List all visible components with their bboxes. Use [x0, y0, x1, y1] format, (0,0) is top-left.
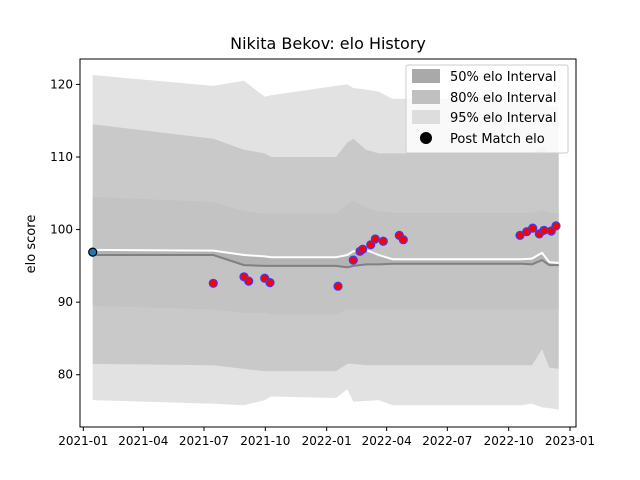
y-tick-label: 120 — [50, 77, 73, 91]
x-tick-label: 2022-01 — [302, 434, 352, 448]
legend-swatch-80 — [412, 90, 440, 104]
x-tick-label: 2023-01 — [545, 434, 595, 448]
legend-marker-post-match — [420, 132, 432, 144]
plot-area — [88, 75, 561, 410]
x-tick-label: 2022-04 — [362, 434, 412, 448]
y-tick-label: 80 — [58, 368, 73, 382]
legend-label-95: 95% elo Interval — [450, 111, 557, 126]
legend-swatch-95 — [412, 110, 440, 124]
x-tick-label: 2021-07 — [179, 434, 229, 448]
legend-label-50: 50% elo Interval — [450, 70, 557, 85]
legend-frame — [405, 64, 569, 154]
y-tick-label: 110 — [50, 150, 73, 164]
x-tick-label: 2021-04 — [118, 434, 168, 448]
post-match-elo-point — [358, 244, 368, 254]
post-match-elo-point — [551, 221, 561, 231]
x-tick-label: 2022-10 — [484, 434, 534, 448]
post-match-elo-point — [208, 278, 218, 288]
y-axis-label: elo score — [24, 215, 39, 274]
axes-frame — [79, 58, 577, 428]
post-match-elo-point — [348, 255, 358, 265]
post-match-elo-point — [265, 278, 275, 288]
legend-label-post-match: Post Match elo — [450, 132, 545, 147]
mean-elo-line — [92, 254, 559, 269]
axes: 2021-01 2021-04 2021-07 2021-10 2022-01 2022-… — [50, 58, 595, 448]
x-tick-label: 2021-01 — [58, 434, 108, 448]
post-match-elo-point — [88, 247, 98, 257]
post-match-elo-point — [244, 276, 254, 286]
legend-swatch-50 — [412, 69, 440, 83]
post-match-elo-point — [333, 281, 343, 291]
post-match-elo-point — [378, 236, 388, 246]
y-tick-label: 100 — [50, 223, 73, 237]
post-match-elo-point — [366, 240, 376, 250]
x-tick-label: 2021-10 — [240, 434, 290, 448]
chart-title: Nikita Bekov: elo History — [230, 34, 426, 53]
post-match-elo-point — [398, 235, 408, 245]
post-match-elo-point — [370, 234, 380, 244]
post-match-elo-point — [528, 223, 538, 233]
legend-label-80: 80% elo Interval — [450, 91, 557, 106]
y-tick-label: 90 — [58, 295, 73, 309]
legend: 50% elo Interval 80% elo Interval 95% el… — [405, 64, 569, 154]
x-tick-label: 2022-07 — [422, 434, 472, 448]
